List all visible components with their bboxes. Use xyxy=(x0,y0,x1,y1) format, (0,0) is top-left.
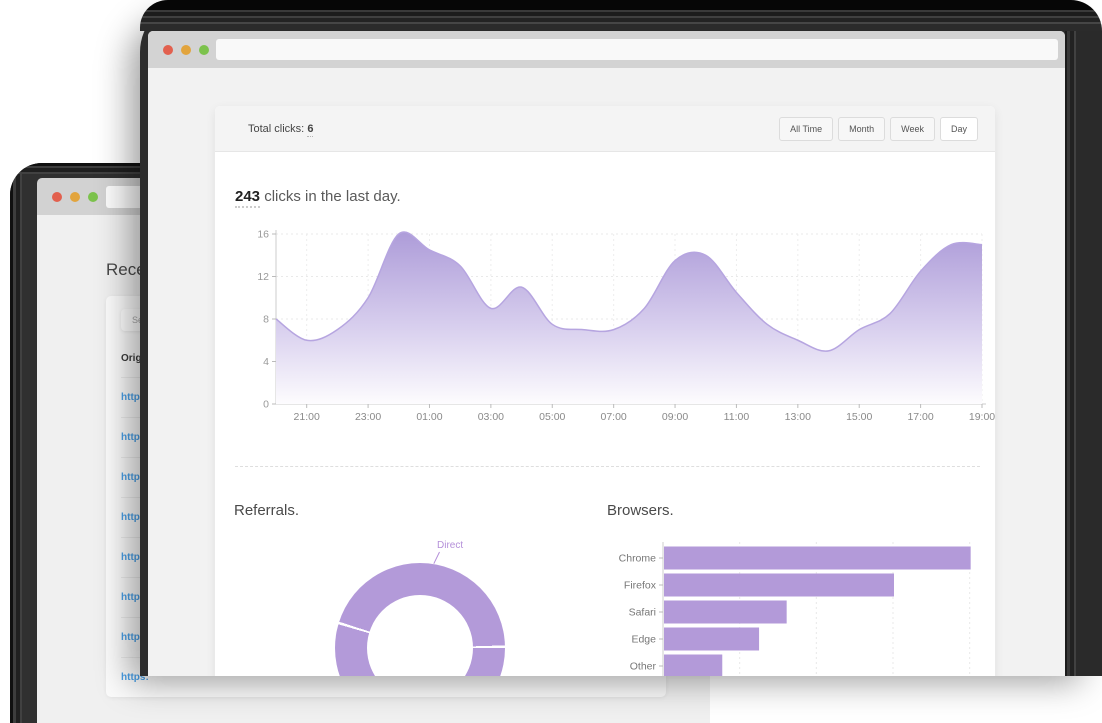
close-button[interactable] xyxy=(163,44,173,55)
analytics-card-body: 243 clicks in the last day. 0 4 8 12 16 21:00… xyxy=(215,152,995,676)
url-link[interactable]: https: xyxy=(121,392,149,403)
back-traffic-lights xyxy=(52,178,98,215)
url-link[interactable]: https: xyxy=(121,472,149,483)
svg-text:12: 12 xyxy=(257,271,269,283)
front-window-titlebar xyxy=(148,31,1065,68)
clicks-headline: 243 clicks in the last day. xyxy=(235,188,401,208)
referrals-title: Referrals. xyxy=(234,502,300,519)
referrals-donut-chart xyxy=(335,563,505,676)
analytics-browser-window: Total clicks: 6 All Time Month Week Day … xyxy=(140,0,1102,676)
donut-segment-label: Direct xyxy=(437,540,464,551)
section-divider xyxy=(235,466,980,467)
svg-text:0: 0 xyxy=(263,399,269,411)
browsers-bar-chart: Chrome Firefox Safari Edge Other xyxy=(619,542,971,676)
svg-text:23:00: 23:00 xyxy=(355,411,381,423)
front-window-body: Total clicks: 6 All Time Month Week Day … xyxy=(148,68,1065,676)
minimize-button[interactable] xyxy=(181,44,191,55)
svg-text:05:00: 05:00 xyxy=(539,411,565,423)
total-clicks-value: 6 xyxy=(307,122,314,137)
filter-month-button[interactable]: Month xyxy=(838,116,886,141)
svg-text:09:00: 09:00 xyxy=(662,411,688,423)
svg-text:17:00: 17:00 xyxy=(907,411,933,423)
url-link[interactable]: https: xyxy=(121,592,149,603)
zoom-button[interactable] xyxy=(88,191,98,202)
svg-text:19:00: 19:00 xyxy=(969,411,995,423)
total-clicks-label: Total clicks: xyxy=(248,122,305,135)
svg-text:16: 16 xyxy=(257,229,269,241)
clicks-count: 243 xyxy=(235,188,261,208)
svg-text:Safari: Safari xyxy=(629,607,656,619)
url-link[interactable]: https: xyxy=(121,512,149,523)
svg-text:8: 8 xyxy=(263,314,269,326)
filter-day-button[interactable]: Day xyxy=(939,116,978,141)
table-header-origin: Origi xyxy=(121,353,145,364)
svg-text:01:00: 01:00 xyxy=(416,411,442,423)
url-link[interactable]: https: xyxy=(121,432,149,443)
svg-text:03:00: 03:00 xyxy=(478,411,504,423)
time-range-filters: All Time Month Week Day xyxy=(779,116,978,141)
total-clicks: Total clicks: 6 xyxy=(248,122,314,137)
browsers-title: Browsers. xyxy=(607,502,674,519)
zoom-button[interactable] xyxy=(199,44,209,55)
url-link[interactable]: https: xyxy=(121,552,149,563)
filter-week-button[interactable]: Week xyxy=(890,116,935,141)
svg-text:13:00: 13:00 xyxy=(785,411,811,423)
svg-text:Other: Other xyxy=(630,661,657,673)
svg-text:4: 4 xyxy=(263,356,269,368)
svg-text:07:00: 07:00 xyxy=(601,411,627,423)
close-button[interactable] xyxy=(52,191,62,202)
svg-text:11:00: 11:00 xyxy=(724,411,750,423)
url-link[interactable]: https: xyxy=(121,632,149,643)
svg-text:Firefox: Firefox xyxy=(624,580,657,592)
front-url-bar[interactable] xyxy=(216,39,1058,60)
filter-all-time-button[interactable]: All Time xyxy=(779,116,834,141)
donut-hole xyxy=(367,595,473,676)
minimize-button[interactable] xyxy=(70,191,80,202)
clicks-text: clicks in the last day. xyxy=(260,188,401,205)
svg-text:Chrome: Chrome xyxy=(619,553,657,565)
analytics-card: Total clicks: 6 All Time Month Week Day … xyxy=(215,106,995,676)
svg-text:21:00: 21:00 xyxy=(294,411,320,423)
front-traffic-lights xyxy=(163,31,209,68)
analytics-card-header: Total clicks: 6 All Time Month Week Day xyxy=(215,106,995,152)
svg-text:15:00: 15:00 xyxy=(846,411,872,423)
clicks-area-chart: 0 4 8 12 16 21:00 23:00 01:00 03:00 05:00 07:00 09:… xyxy=(257,229,995,424)
svg-text:Edge: Edge xyxy=(631,634,656,646)
